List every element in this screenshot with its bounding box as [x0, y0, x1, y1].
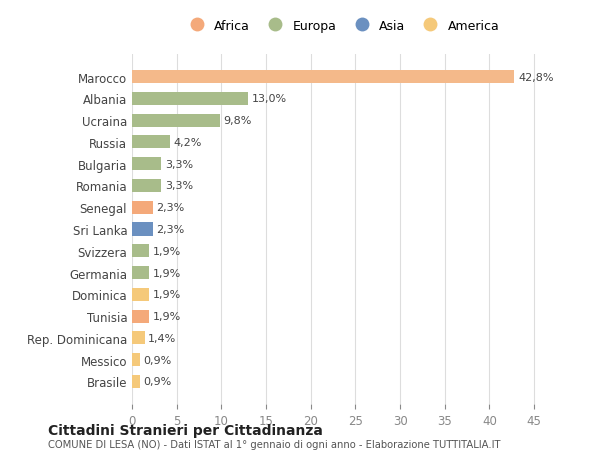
Text: 2,3%: 2,3% — [156, 224, 184, 235]
Text: 0,9%: 0,9% — [143, 355, 172, 365]
Text: 2,3%: 2,3% — [156, 203, 184, 213]
Bar — [132, 201, 152, 214]
Text: 1,4%: 1,4% — [148, 333, 176, 343]
Bar — [132, 223, 152, 236]
Text: 3,3%: 3,3% — [165, 159, 193, 169]
Bar — [132, 310, 149, 323]
Bar — [132, 179, 161, 193]
Bar — [132, 245, 149, 258]
Bar — [132, 136, 170, 149]
Text: 1,9%: 1,9% — [152, 290, 181, 300]
Text: 9,8%: 9,8% — [223, 116, 251, 126]
Text: 1,9%: 1,9% — [152, 246, 181, 256]
Bar — [132, 71, 514, 84]
Bar — [132, 375, 140, 388]
Bar — [132, 266, 149, 280]
Text: 1,9%: 1,9% — [152, 268, 181, 278]
Bar — [132, 93, 248, 106]
Bar — [132, 331, 145, 345]
Bar — [132, 114, 220, 128]
Legend: Africa, Europa, Asia, America: Africa, Europa, Asia, America — [181, 16, 503, 36]
Text: Cittadini Stranieri per Cittadinanza: Cittadini Stranieri per Cittadinanza — [48, 423, 323, 437]
Bar — [132, 353, 140, 366]
Text: 13,0%: 13,0% — [252, 94, 287, 104]
Text: 42,8%: 42,8% — [518, 73, 554, 83]
Text: 4,2%: 4,2% — [173, 138, 202, 148]
Text: 3,3%: 3,3% — [165, 181, 193, 191]
Bar — [132, 158, 161, 171]
Text: COMUNE DI LESA (NO) - Dati ISTAT al 1° gennaio di ogni anno - Elaborazione TUTTI: COMUNE DI LESA (NO) - Dati ISTAT al 1° g… — [48, 440, 500, 449]
Bar — [132, 288, 149, 301]
Text: 1,9%: 1,9% — [152, 311, 181, 321]
Text: 0,9%: 0,9% — [143, 376, 172, 386]
